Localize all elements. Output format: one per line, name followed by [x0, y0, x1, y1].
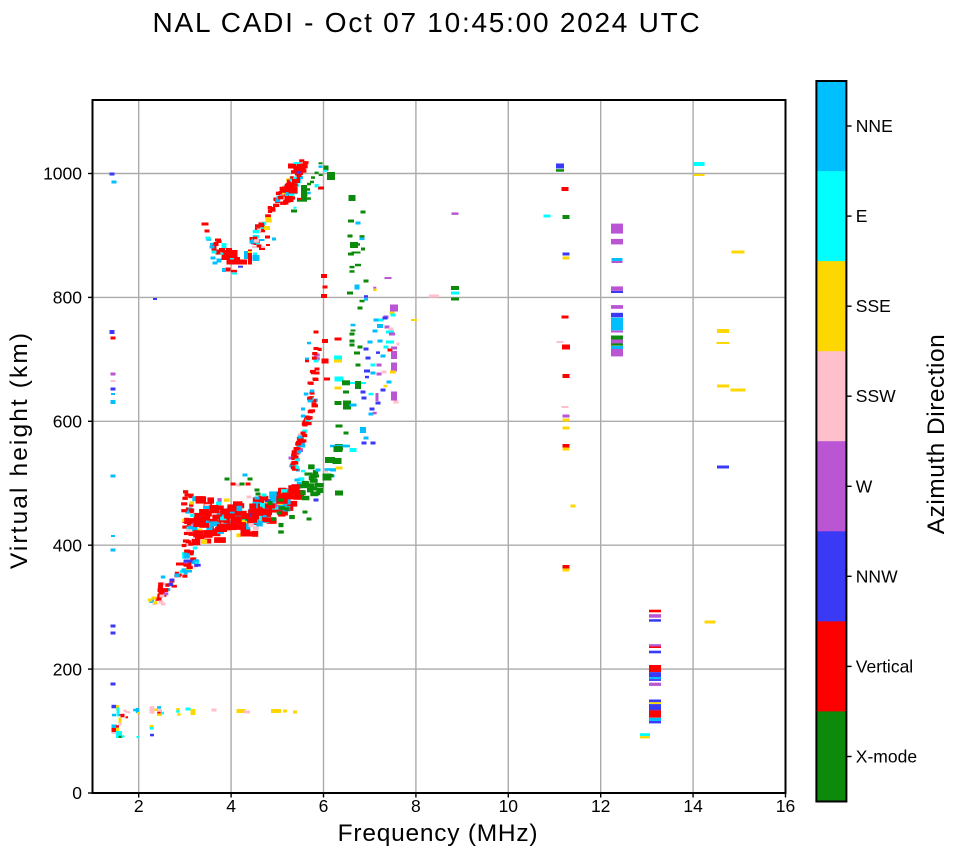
svg-text:8: 8 [411, 796, 421, 816]
svg-text:200: 200 [53, 659, 82, 679]
svg-text:Azimuth Direction: Azimuth Direction [923, 334, 950, 534]
svg-text:E: E [856, 206, 868, 226]
svg-text:14: 14 [683, 796, 703, 816]
svg-text:X-mode: X-mode [856, 747, 917, 767]
svg-text:400: 400 [53, 535, 82, 555]
svg-text:4: 4 [226, 796, 236, 816]
svg-text:2: 2 [134, 796, 144, 816]
svg-text:6: 6 [319, 796, 329, 816]
svg-text:W: W [856, 476, 873, 496]
svg-text:NNW: NNW [856, 566, 898, 586]
svg-text:NAL CADI - Oct 07 10:45:00 202: NAL CADI - Oct 07 10:45:00 2024 UTC [153, 7, 702, 38]
svg-text:12: 12 [591, 796, 610, 816]
svg-text:NNE: NNE [856, 116, 893, 136]
svg-text:600: 600 [53, 412, 82, 432]
svg-text:SSE: SSE [856, 296, 891, 316]
svg-text:SSW: SSW [856, 386, 896, 406]
svg-text:Virtual height (km): Virtual height (km) [6, 331, 33, 569]
svg-text:16: 16 [776, 796, 795, 816]
svg-text:Vertical: Vertical [856, 656, 913, 676]
svg-text:10: 10 [499, 796, 519, 816]
svg-text:1000: 1000 [43, 164, 82, 184]
svg-text:Frequency (MHz): Frequency (MHz) [338, 820, 539, 847]
svg-text:800: 800 [53, 288, 82, 308]
svg-text:0: 0 [72, 783, 82, 803]
